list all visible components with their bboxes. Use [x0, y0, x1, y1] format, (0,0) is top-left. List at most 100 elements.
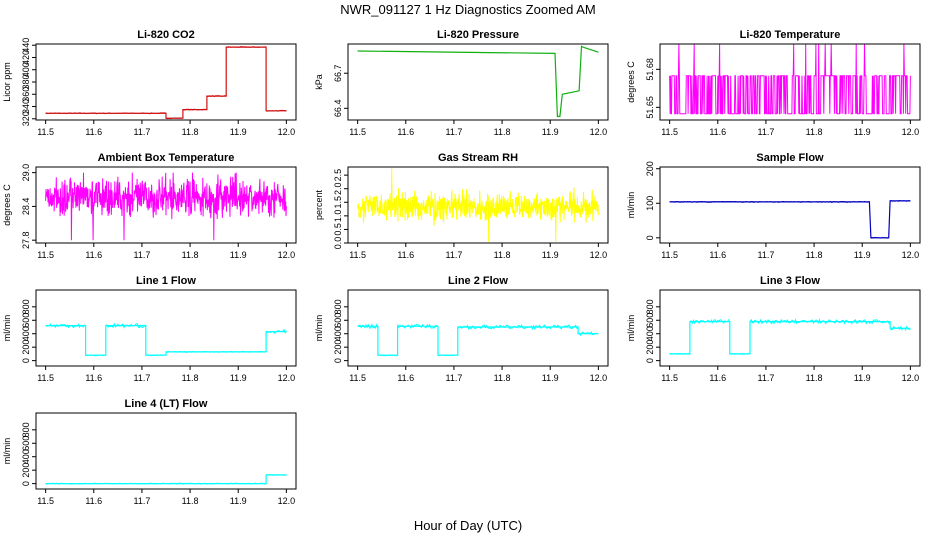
x-tick-label: 11.8: [806, 373, 823, 383]
y-tick-label: 200: [333, 340, 343, 355]
y-tick-label: 28.4: [21, 198, 31, 216]
x-tick-label: 11.6: [85, 496, 102, 506]
plot-frame: [35, 412, 297, 490]
y-tick-label: 800: [333, 299, 343, 314]
x-tick-label: 12.0: [902, 127, 920, 137]
x-tick-label: 11.5: [349, 127, 366, 137]
y-axis-label: ml/min: [626, 315, 636, 342]
x-tick-label: 12.0: [590, 127, 608, 137]
plot-frame: [347, 289, 609, 367]
chart-title: Li-820 CO2: [137, 29, 194, 41]
y-tick-label: 29.0: [21, 164, 31, 182]
x-tick-label: 11.7: [445, 250, 462, 260]
x-tick-label: 11.5: [661, 373, 678, 383]
series-noise: [45, 474, 287, 485]
plot-frame: [347, 166, 609, 244]
x-tick-label: 11.5: [37, 127, 54, 137]
chart-title: Line 3 Flow: [760, 275, 820, 287]
y-axis-label: degrees C: [2, 184, 12, 226]
chart-title: Gas Stream RH: [438, 152, 518, 164]
y-tick-label: 2.5: [333, 169, 343, 182]
x-tick-label: 11.7: [133, 250, 150, 260]
y-tick-label: 420: [21, 50, 31, 65]
x-tick-label: 11.8: [182, 127, 199, 137]
x-axis-title: Hour of Day (UTC): [413, 518, 523, 533]
x-tick-label: 11.6: [397, 373, 414, 383]
y-axis-label: Licor ppm: [2, 62, 12, 102]
x-tick-label: 11.9: [230, 250, 247, 260]
x-tick-label: 11.5: [37, 496, 54, 506]
y-axis-label: ml/min: [314, 315, 324, 342]
x-tick-label: 11.9: [854, 373, 871, 383]
x-tick-label: 11.7: [133, 496, 150, 506]
y-tick-label: 200: [645, 161, 655, 176]
y-tick-label: 2.0: [333, 182, 343, 195]
y-tick-label: 800: [21, 299, 31, 314]
y-tick-label: 200: [21, 463, 31, 478]
chart-title: Line 2 Flow: [448, 275, 508, 287]
chart-title: Li-820 Pressure: [437, 29, 519, 41]
x-tick-label: 11.7: [133, 373, 150, 383]
series-noise: [357, 322, 599, 357]
y-tick-label: 400: [21, 62, 31, 77]
x-tick-label: 11.6: [709, 250, 726, 260]
series-noise: [669, 318, 911, 355]
x-tick-label: 12.0: [278, 127, 296, 137]
y-tick-label: 600: [333, 313, 343, 328]
x-tick-label: 11.9: [854, 127, 871, 137]
x-tick-label: 11.5: [349, 250, 366, 260]
x-tick-label: 11.8: [182, 250, 199, 260]
x-tick-label: 11.5: [349, 373, 366, 383]
y-tick-label: 27.8: [21, 231, 31, 249]
x-tick-label: 11.8: [494, 127, 511, 137]
x-tick-label: 11.9: [230, 496, 247, 506]
y-tick-label: 400: [333, 326, 343, 341]
y-axis-label: kPa: [314, 74, 324, 90]
series-line: [669, 44, 911, 115]
y-tick-label: 51.65: [645, 96, 655, 119]
x-tick-label: 11.6: [397, 127, 414, 137]
y-tick-label: 0.5: [333, 223, 343, 236]
y-tick-label: 600: [645, 313, 655, 328]
y-tick-label: 0: [645, 235, 655, 240]
series-line: [45, 474, 287, 485]
x-tick-label: 11.8: [806, 250, 823, 260]
x-tick-label: 11.7: [757, 127, 774, 137]
x-tick-label: 11.9: [542, 127, 559, 137]
x-tick-label: 11.9: [542, 250, 559, 260]
x-tick-label: 11.5: [37, 250, 54, 260]
x-tick-label: 12.0: [278, 496, 296, 506]
x-tick-label: 11.7: [757, 250, 774, 260]
x-tick-label: 11.8: [806, 127, 823, 137]
y-tick-label: 66.4: [333, 100, 343, 118]
y-tick-label: 51.68: [645, 58, 655, 81]
x-tick-label: 11.5: [661, 127, 678, 137]
x-tick-label: 11.7: [757, 373, 774, 383]
y-tick-label: 0.0: [333, 237, 343, 250]
x-tick-label: 12.0: [590, 373, 608, 383]
x-tick-label: 12.0: [902, 250, 920, 260]
y-tick-label: 600: [21, 313, 31, 328]
plot-frame: [35, 289, 297, 367]
plot-frame: [35, 166, 297, 244]
x-tick-label: 11.7: [445, 127, 462, 137]
page-title: NWR_091127 1 Hz Diagnostics Zoomed AM: [340, 2, 596, 17]
chart-title: Line 1 Flow: [136, 275, 196, 287]
series-noise: [45, 46, 287, 120]
y-tick-label: 66.7: [333, 64, 343, 82]
y-tick-label: 200: [21, 340, 31, 355]
y-tick-label: 340: [21, 99, 31, 114]
y-tick-label: 800: [21, 422, 31, 437]
x-tick-label: 11.9: [542, 373, 559, 383]
y-tick-label: 0: [333, 358, 343, 363]
chart-title: Sample Flow: [756, 152, 824, 164]
y-tick-label: 1.0: [333, 210, 343, 223]
series-line: [45, 172, 287, 241]
